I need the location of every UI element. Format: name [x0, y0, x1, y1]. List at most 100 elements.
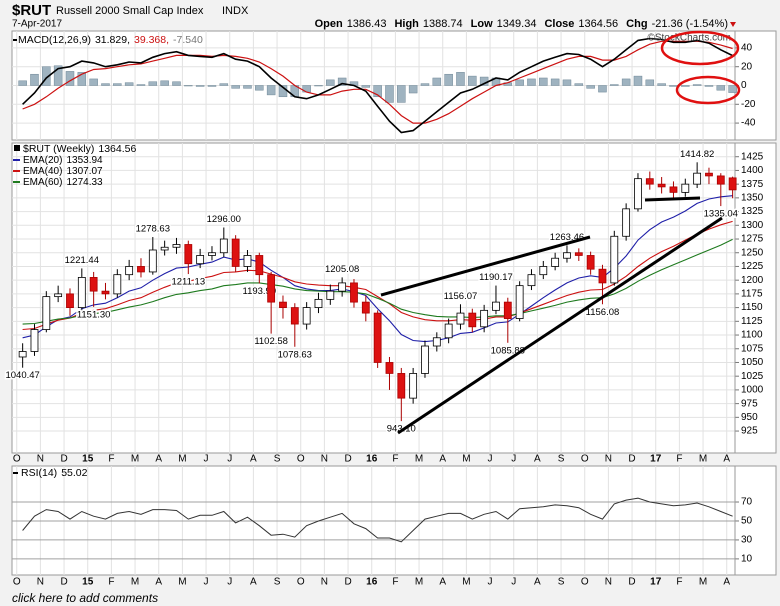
candle-body [137, 266, 145, 273]
y-tick-label: 40 [741, 43, 753, 54]
candle-body [326, 290, 335, 300]
x-tick-label: M [131, 577, 139, 588]
histogram-bar [53, 65, 63, 86]
histogram-bar [337, 77, 347, 86]
quote-value: -21.36 (-1.54%) [652, 18, 728, 30]
candle-body [302, 307, 311, 325]
y-tick-label: -20 [741, 99, 756, 110]
x-tick-label: J [227, 454, 232, 465]
security-name: Russell 2000 Small Cap Index [56, 5, 204, 17]
y-tick-label: 1175 [741, 289, 763, 300]
histogram-bar [219, 83, 229, 86]
histogram-bar [669, 85, 678, 87]
x-tick-label: J [488, 577, 493, 588]
candle-body [397, 373, 406, 399]
legend-value: 1307.07 [66, 166, 103, 177]
x-tick-label: F [392, 577, 398, 588]
y-tick-label: 1125 [741, 316, 763, 327]
candle-body [350, 282, 358, 303]
watermark: ©StockCharts.com [647, 33, 731, 44]
histogram-bar [397, 85, 406, 103]
legend-entry: EMA(40) 1307.07 [23, 166, 103, 177]
candle-body [314, 298, 323, 309]
x-tick-label: S [274, 577, 281, 588]
y-tick-label: 1350 [741, 193, 764, 204]
comments-link[interactable]: click here to add comments [12, 591, 158, 605]
x-tick-label: D [344, 454, 351, 465]
x-tick-label: F [108, 454, 114, 465]
histogram-bar [633, 75, 643, 86]
macd-legend: MACD(12,26,9) 31.829, 39.368, -7.540 [18, 34, 203, 46]
histogram-bar [373, 85, 382, 98]
quote-value: 1349.34 [497, 18, 537, 30]
candle-body [243, 255, 252, 267]
x-tick-label: S [274, 454, 281, 465]
y-tick-label: 1150 [741, 302, 763, 313]
x-tick-label: J [511, 577, 516, 588]
candle-body [385, 362, 394, 374]
x-tick-label: N [605, 454, 612, 465]
low-label: 1335.04 [704, 209, 738, 220]
line [22, 238, 733, 325]
price-legend-name: $RUT (Weekly) [23, 143, 94, 155]
candle-body [681, 183, 690, 193]
candle-body [30, 329, 39, 352]
y-tick-label: 1200 [741, 275, 764, 286]
histogram-bar [574, 83, 584, 86]
highlight-circle [660, 30, 740, 66]
x-tick-label: M [699, 454, 707, 465]
y-tick-label: 1375 [741, 179, 764, 190]
y-tick-label: 1250 [741, 247, 764, 258]
x-tick-label: F [108, 577, 114, 588]
histogram-bar [195, 85, 205, 87]
candle-body [208, 252, 216, 256]
candle-body [480, 309, 489, 328]
highlight-circle [675, 75, 741, 105]
histogram-bar [243, 85, 252, 89]
x-tick-label: M [462, 577, 470, 588]
price-legend-value: 1364.56 [98, 143, 136, 155]
x-tick-label: M [178, 454, 186, 465]
histogram-bar [326, 79, 335, 86]
x-tick-label: 17 [650, 454, 662, 465]
legend-name: EMA(40) [23, 166, 62, 177]
y-tick-label: 1325 [741, 206, 764, 217]
candle-body [515, 285, 524, 319]
candle-body [125, 266, 134, 276]
x-tick-label: F [676, 577, 682, 588]
y-tick-label: 1225 [741, 261, 764, 272]
x-tick-label: S [558, 577, 565, 588]
quote-label: Open [315, 18, 343, 30]
y-tick-label: 1400 [741, 165, 764, 176]
y-tick-label: 950 [741, 412, 758, 423]
x-tick-label: N [321, 454, 328, 465]
candle-body [586, 255, 595, 270]
x-tick-label: 16 [366, 577, 378, 588]
candle-body [551, 257, 560, 267]
candle-body [66, 293, 74, 309]
y-tick-label: 1000 [741, 385, 764, 396]
histogram-bar [539, 77, 548, 86]
x-tick-label: N [37, 454, 44, 465]
candle-body [705, 172, 713, 177]
histogram-bar [586, 85, 595, 89]
candle-body [669, 186, 678, 193]
high-label: 1190.17 [479, 272, 513, 283]
histogram-bar [255, 85, 264, 91]
histogram-bar [728, 85, 737, 93]
candle-body [598, 268, 607, 284]
x-tick-label: O [581, 577, 589, 588]
histogram-bar [408, 85, 418, 94]
y-tick-label: -40 [741, 118, 756, 129]
histogram-bar [113, 83, 122, 86]
legend-name: EMA(60) [23, 177, 62, 188]
x-tick-label: J [227, 577, 232, 588]
histogram-bar [562, 79, 572, 86]
candle-body [160, 246, 169, 251]
histogram-bar [527, 78, 536, 86]
x-tick-label: D [628, 454, 635, 465]
x-tick-label: A [439, 454, 446, 465]
price-legend: $RUT (Weekly) 1364.56 [23, 143, 136, 155]
histogram-bar [716, 85, 726, 91]
